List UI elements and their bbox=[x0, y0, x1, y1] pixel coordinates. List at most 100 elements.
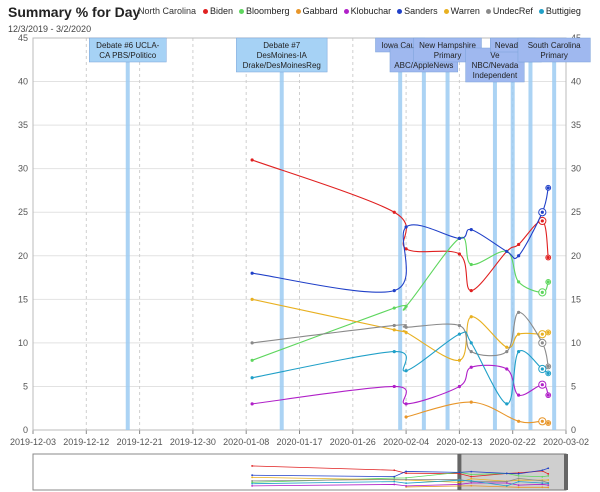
series-point[interactable] bbox=[469, 262, 473, 267]
navigator-handle[interactable] bbox=[564, 454, 568, 490]
series-point[interactable] bbox=[540, 290, 544, 294]
event-bar[interactable] bbox=[492, 38, 497, 430]
series-point[interactable] bbox=[517, 254, 521, 258]
series-point[interactable] bbox=[469, 400, 473, 404]
series-point[interactable] bbox=[250, 402, 254, 406]
series-point[interactable] bbox=[404, 225, 408, 229]
series-point[interactable] bbox=[546, 280, 550, 284]
series-point[interactable] bbox=[505, 402, 509, 406]
series-point[interactable] bbox=[404, 325, 408, 329]
series-point[interactable] bbox=[540, 367, 544, 371]
event-bar[interactable] bbox=[279, 38, 284, 430]
series-point[interactable] bbox=[540, 419, 544, 423]
series-point[interactable] bbox=[517, 419, 521, 423]
series-point[interactable] bbox=[540, 341, 544, 345]
navigator-point bbox=[251, 481, 254, 484]
navigator[interactable] bbox=[32, 453, 568, 491]
series-point[interactable] bbox=[546, 330, 550, 335]
series-point[interactable] bbox=[540, 383, 544, 387]
series-point[interactable] bbox=[404, 304, 408, 308]
x-tick-label: 2020-02-13 bbox=[436, 437, 482, 447]
series-point[interactable] bbox=[392, 210, 396, 214]
event-bar[interactable] bbox=[552, 38, 557, 430]
series-point[interactable] bbox=[250, 297, 254, 301]
navigator-point bbox=[405, 484, 407, 487]
series-point[interactable] bbox=[546, 371, 550, 375]
series-point[interactable] bbox=[250, 376, 254, 380]
navigator-point bbox=[517, 475, 520, 477]
navigator-point bbox=[517, 480, 520, 483]
series-point[interactable] bbox=[517, 332, 521, 336]
series-point[interactable] bbox=[392, 323, 396, 328]
navigator-point bbox=[517, 472, 520, 475]
series-point[interactable] bbox=[505, 345, 509, 349]
legend-item-warren[interactable]: Warren bbox=[443, 5, 480, 17]
series-point[interactable] bbox=[469, 315, 473, 319]
legend-swatch bbox=[203, 9, 208, 15]
legend-swatch bbox=[397, 9, 403, 15]
series-point[interactable] bbox=[505, 350, 509, 354]
series-point[interactable] bbox=[469, 365, 473, 369]
series-point[interactable] bbox=[457, 252, 461, 256]
legend-item-klobuchar[interactable]: Klobuchar bbox=[343, 5, 391, 17]
series-point[interactable] bbox=[392, 328, 396, 332]
series-point[interactable] bbox=[540, 332, 544, 336]
series-point[interactable] bbox=[546, 421, 550, 425]
series-point[interactable] bbox=[517, 280, 521, 284]
series-point[interactable] bbox=[404, 402, 408, 406]
series-point[interactable] bbox=[404, 415, 408, 419]
series-point[interactable] bbox=[469, 350, 473, 354]
legend-swatch bbox=[295, 9, 301, 15]
series-point[interactable] bbox=[517, 350, 521, 354]
series-point[interactable] bbox=[540, 210, 544, 214]
event-bar[interactable] bbox=[510, 38, 515, 430]
series-point[interactable] bbox=[250, 271, 254, 275]
series-point[interactable] bbox=[392, 289, 396, 293]
series-point[interactable] bbox=[505, 367, 509, 371]
series-point[interactable] bbox=[250, 341, 254, 345]
legend: Biden Bloomberg Gabbard Klobuchar Sanders War… bbox=[203, 5, 598, 17]
event-bar[interactable] bbox=[528, 38, 533, 430]
series-point[interactable] bbox=[546, 364, 550, 369]
series-point[interactable] bbox=[469, 228, 473, 232]
legend-item-bloomberg[interactable]: Bloomberg bbox=[239, 5, 290, 17]
series-point[interactable] bbox=[457, 384, 461, 389]
series-point[interactable] bbox=[457, 236, 461, 240]
series-point[interactable] bbox=[404, 247, 408, 251]
series-point[interactable] bbox=[546, 393, 550, 397]
series-point[interactable] bbox=[457, 358, 461, 362]
series-point[interactable] bbox=[517, 393, 521, 397]
navigator-point bbox=[458, 472, 461, 475]
series-point[interactable] bbox=[392, 306, 396, 310]
event-bar[interactable] bbox=[125, 38, 130, 430]
series-point[interactable] bbox=[392, 350, 396, 354]
series-point[interactable] bbox=[505, 249, 509, 254]
legend-item-buttigieg[interactable]: Buttigieg bbox=[538, 5, 581, 17]
legend-item-biden[interactable]: Biden bbox=[203, 5, 233, 17]
series-point[interactable] bbox=[546, 255, 550, 260]
axes-group: 0055101015152020252530303535404045452019… bbox=[10, 33, 589, 447]
event-bar[interactable] bbox=[398, 38, 403, 430]
series-point[interactable] bbox=[250, 358, 254, 362]
series-point[interactable] bbox=[469, 289, 473, 293]
legend-item-undecref[interactable]: UndecRef bbox=[485, 5, 533, 17]
series-point[interactable] bbox=[250, 158, 254, 162]
event-bar[interactable] bbox=[421, 38, 426, 430]
navigator-point bbox=[517, 486, 520, 489]
series-point[interactable] bbox=[517, 310, 521, 314]
series-point[interactable] bbox=[404, 369, 408, 373]
series-point[interactable] bbox=[546, 186, 550, 190]
series-point[interactable] bbox=[404, 330, 408, 335]
series-point[interactable] bbox=[517, 242, 521, 247]
series-line-gabbard[interactable] bbox=[405, 401, 549, 424]
series-point[interactable] bbox=[457, 323, 461, 328]
legend-item-gabbard[interactable]: Gabbard bbox=[295, 5, 338, 17]
event-bar[interactable] bbox=[445, 38, 450, 430]
series-point[interactable] bbox=[469, 341, 473, 345]
series-point[interactable] bbox=[457, 332, 461, 336]
series-point[interactable] bbox=[392, 384, 396, 389]
navigator-point bbox=[470, 481, 473, 484]
legend-item-sanders[interactable]: Sanders bbox=[397, 5, 438, 17]
series-point[interactable] bbox=[540, 219, 544, 223]
